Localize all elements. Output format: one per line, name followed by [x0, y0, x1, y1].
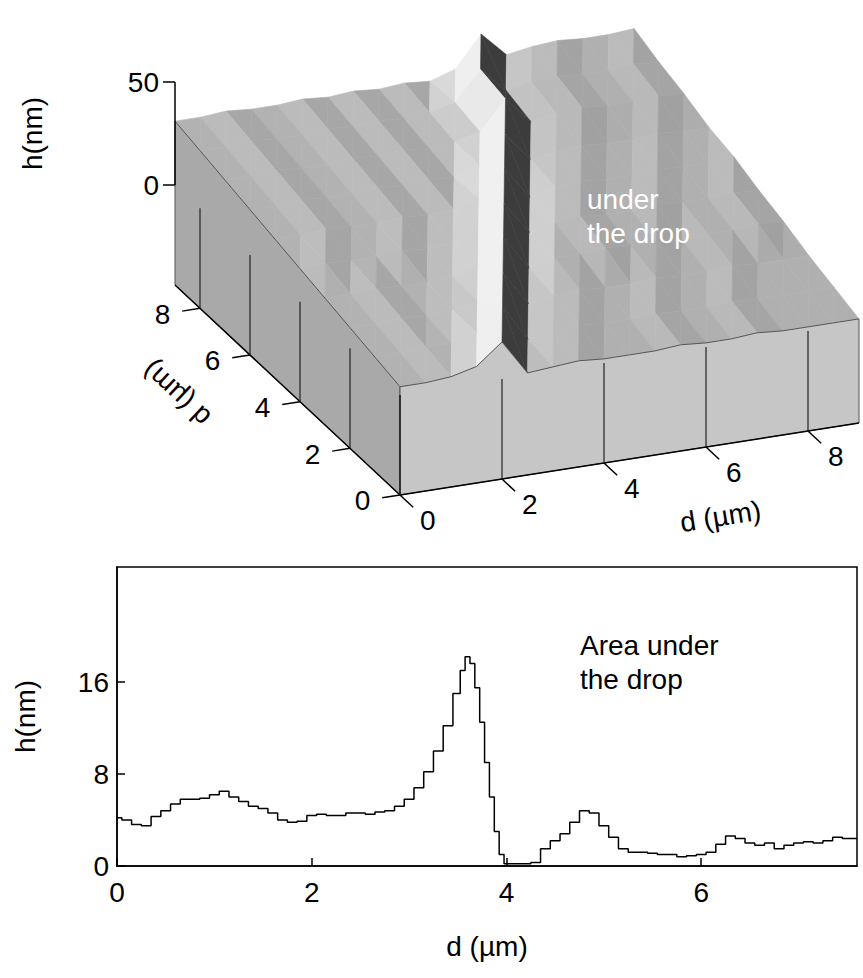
svg-text:6: 6	[205, 345, 221, 376]
svg-text:8: 8	[93, 759, 109, 790]
svg-text:0: 0	[93, 851, 109, 882]
svg-text:h(nm): h(nm)	[17, 97, 48, 170]
svg-text:2: 2	[305, 439, 321, 470]
svg-text:d (µm): d (µm)	[136, 355, 217, 433]
svg-text:8: 8	[155, 299, 171, 330]
svg-text:2: 2	[304, 877, 320, 908]
svg-text:2: 2	[522, 489, 538, 520]
svg-text:the drop: the drop	[580, 664, 683, 695]
svg-text:50: 50	[128, 67, 159, 98]
svg-text:d (µm): d (µm)	[446, 931, 527, 962]
svg-text:0: 0	[355, 485, 371, 516]
svg-text:under: under	[587, 184, 666, 215]
svg-text:4: 4	[255, 392, 271, 423]
svg-text:0: 0	[143, 170, 159, 201]
svg-text:0: 0	[420, 505, 436, 536]
svg-text:6: 6	[693, 877, 709, 908]
svg-text:16: 16	[78, 667, 109, 698]
svg-text:4: 4	[499, 877, 515, 908]
svg-text:Area under: Area under	[580, 630, 726, 661]
svg-text:h(nm): h(nm)	[10, 680, 41, 753]
svg-text:0: 0	[109, 877, 125, 908]
svg-text:8: 8	[828, 441, 844, 472]
svg-text:d (µm): d (µm)	[678, 495, 763, 538]
svg-text:the drop: the drop	[587, 218, 690, 249]
svg-text:6: 6	[726, 457, 742, 488]
svg-text:4: 4	[624, 473, 640, 504]
